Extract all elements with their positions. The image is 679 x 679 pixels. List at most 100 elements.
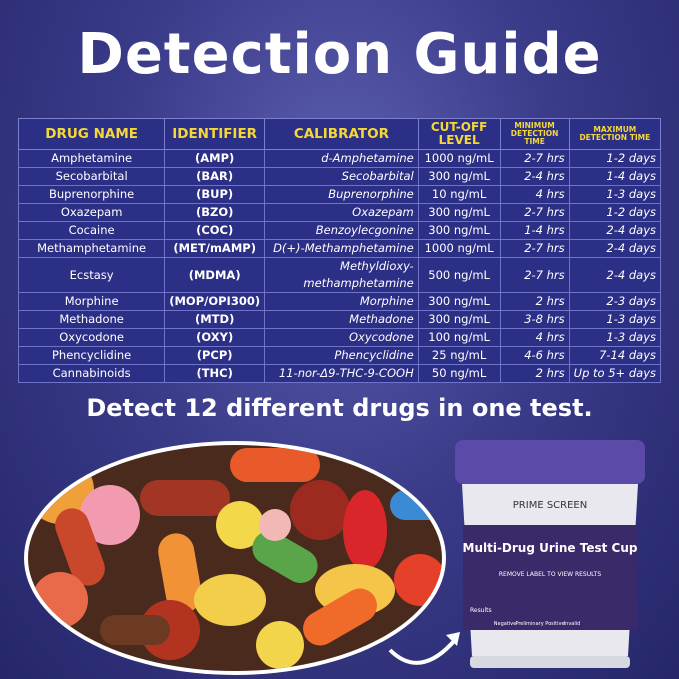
cell: 1-2 days — [568, 149, 662, 168]
cell: 2-4 days — [568, 221, 662, 240]
cell: 1-3 days — [568, 328, 662, 347]
cup-lid — [455, 440, 645, 484]
detection-table: DRUG NAME IDENTIFIER CALIBRATOR CUT-OFF LEV… — [17, 118, 662, 383]
cell: Buprenorphine — [17, 185, 166, 204]
cell: (BZO) — [164, 203, 266, 222]
cell: Methyldioxy-methamphetamine — [264, 257, 419, 293]
cell: 2-7 hrs — [499, 239, 570, 258]
cell: Morphine — [17, 292, 166, 311]
cell: 100 ng/mL — [417, 328, 501, 347]
column-header: CALIBRATOR — [264, 118, 419, 150]
subtitle: Detect 12 different drugs in one test. — [86, 394, 593, 422]
cell: Benzoylecgonine — [264, 221, 419, 240]
cell: 300 ng/mL — [417, 292, 501, 311]
cell: Morphine — [264, 292, 419, 311]
cell: Cannabinoids — [17, 364, 166, 383]
table-row: Cannabinoids (THC) 11-nor-Δ9-THC-9-COOH 50 … — [17, 364, 662, 383]
cell: Oxazepam — [17, 203, 166, 222]
cell: 1-4 days — [568, 167, 662, 186]
cell: 2-4 hrs — [499, 167, 570, 186]
column-header: MAXIMUM DETECTION TIME — [568, 118, 662, 150]
table-row: Buprenorphine (BUP) Buprenorphine 10 ng/mL 4… — [17, 185, 662, 204]
cup-base — [470, 656, 630, 668]
pills — [28, 445, 442, 671]
brand: PRIME SCREEN — [513, 500, 587, 511]
cell: 2-3 days — [568, 292, 662, 311]
cell: (THC) — [164, 364, 266, 383]
arrowhead — [446, 632, 460, 646]
header-row: DRUG NAME IDENTIFIER CALIBRATOR CUT-OFF LEV… — [17, 118, 662, 150]
column-header: IDENTIFIER — [164, 118, 266, 150]
cell: 300 ng/mL — [417, 310, 501, 329]
result-type: Preliminary Positive — [515, 621, 564, 627]
cell: 2-4 days — [568, 239, 662, 258]
cell: 2-7 hrs — [499, 203, 570, 222]
cell: 11-nor-Δ9-THC-9-COOH — [264, 364, 419, 383]
cell: 2-4 days — [568, 257, 662, 293]
cell: 7-14 days — [568, 346, 662, 365]
cell: Phencyclidine — [17, 346, 166, 365]
results-label: Results — [470, 607, 492, 614]
cell: 300 ng/mL — [417, 221, 501, 240]
table-row: Secobarbital (BAR) Secobarbital 300 ng/mL 2-… — [17, 167, 662, 186]
cell: Amphetamine — [17, 149, 166, 168]
cell: 2-7 hrs — [499, 257, 570, 293]
cell: (PCP) — [164, 346, 266, 365]
cell: 4 hrs — [499, 328, 570, 347]
table-row: Methadone (MTD) Methadone 300 ng/mL 3-8 hrs 1… — [17, 310, 662, 329]
table-row: Amphetamine (AMP) d-Amphetamine 1000 ng/mL 2… — [17, 149, 662, 168]
cell: Methadone — [264, 310, 419, 329]
cell: 2 hrs — [499, 364, 570, 383]
cell: D(+)-Methamphetamine — [264, 239, 419, 258]
table-row: Morphine (MOP/OPI300) Morphine 300 ng/mL 2 h… — [17, 292, 662, 311]
column-header: MINIMUM DETECTION TIME — [499, 118, 570, 150]
cell: (MOP/OPI300) — [164, 292, 266, 311]
arrow — [388, 638, 457, 665]
table-row: Cocaine (COC) Benzoylecgonine 300 ng/mL 1-4 … — [17, 221, 662, 240]
cell: Oxycodone — [17, 328, 166, 347]
cell: (OXY) — [164, 328, 266, 347]
cell: 3-8 hrs — [499, 310, 570, 329]
title: Detection Guide — [77, 22, 602, 87]
product-art: PRIME SCREEN Multi-Drug Urine Test Cup R… — [24, 440, 645, 675]
cell: (COC) — [164, 221, 266, 240]
cell: (MTD) — [164, 310, 266, 329]
cell: 300 ng/mL — [417, 167, 501, 186]
table-row: Oxycodone (OXY) Oxycodone 100 ng/mL 4 hrs 1-3… — [17, 328, 662, 347]
cell: 2 hrs — [499, 292, 570, 311]
cell: 1-2 days — [568, 203, 662, 222]
cell: (AMP) — [164, 149, 266, 168]
column-header: DRUG NAME — [17, 118, 166, 150]
cell: Oxycodone — [264, 328, 419, 347]
cell: (BUP) — [164, 185, 266, 204]
cell: Up to 5+ days — [568, 364, 662, 383]
table-row: Phencyclidine (PCP) Phencyclidine 25 ng/mL 4… — [17, 346, 662, 365]
product-name: Multi-Drug Urine Test Cup — [463, 541, 638, 555]
cell: 500 ng/mL — [417, 257, 501, 293]
cell: (MDMA) — [164, 257, 266, 293]
cell: Ecstasy — [17, 257, 166, 293]
cell: 1-3 days — [568, 310, 662, 329]
cell: 1000 ng/mL — [417, 239, 501, 258]
cell: 300 ng/mL — [417, 203, 501, 222]
cell: Secobarbital — [17, 167, 166, 186]
cell: 1-3 days — [568, 185, 662, 204]
column-header: CUT-OFF LEVEL — [417, 118, 501, 150]
cell: 1-4 hrs — [499, 221, 570, 240]
cell: 2-7 hrs — [499, 149, 570, 168]
result-type: Negative — [494, 621, 516, 627]
cell: Secobarbital — [264, 167, 419, 186]
cell: d-Amphetamine — [264, 149, 419, 168]
cell: Phencyclidine — [264, 346, 419, 365]
cell: Buprenorphine — [264, 185, 419, 204]
cell: 25 ng/mL — [417, 346, 501, 365]
table-body: Amphetamine (AMP) d-Amphetamine 1000 ng/mL 2… — [17, 149, 662, 383]
cell: 50 ng/mL — [417, 364, 501, 383]
table-row: Oxazepam (BZO) Oxazepam 300 ng/mL 2-7 hrs 1-2… — [17, 203, 662, 222]
cell: Methamphetamine — [17, 239, 166, 258]
cell: 10 ng/mL — [417, 185, 501, 204]
cell: (BAR) — [164, 167, 266, 186]
cell: 4-6 hrs — [499, 346, 570, 365]
result-type: Invalid — [564, 621, 581, 627]
